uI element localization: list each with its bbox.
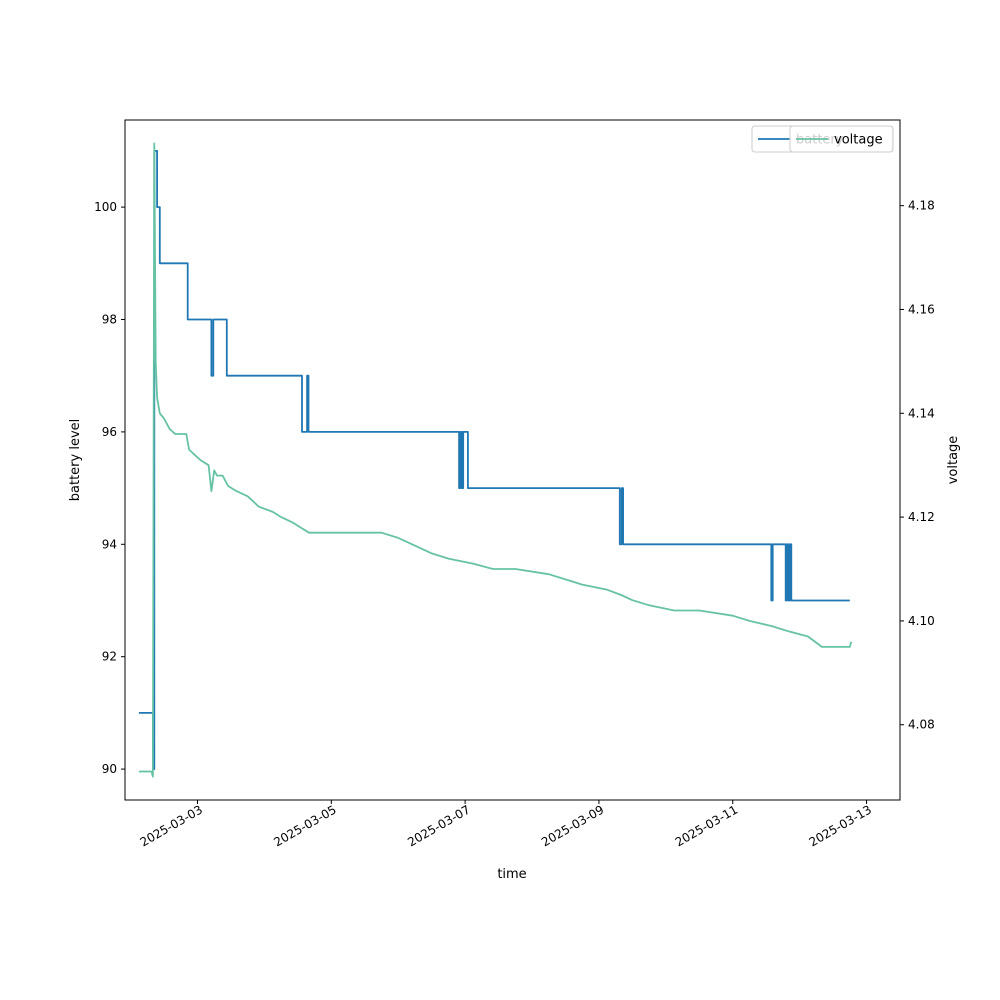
- x-axis-label: time: [497, 867, 526, 882]
- left-y-tick-label: 100: [94, 200, 117, 214]
- legends: batteryvoltage: [751, 125, 894, 153]
- right-y-tick-label: 4.08: [908, 718, 935, 732]
- legend-label-voltage: voltage: [834, 133, 883, 148]
- right-y-axis: 4.08 4.10 4.12 4.14 4.16 4.18: [900, 199, 935, 732]
- left-y-axis: 90 92 94 96 98 100: [94, 200, 125, 776]
- left-y-tick-label: 98: [102, 313, 117, 327]
- series-line-voltage: [138, 142, 853, 778]
- series-line-battery: [138, 150, 850, 770]
- legend-box-voltage: [789, 125, 894, 153]
- right-y-tick-label: 4.12: [908, 510, 935, 524]
- right-y-tick-label: 4.16: [908, 302, 935, 316]
- right-y-tick-label: 4.10: [908, 614, 935, 628]
- left-y-tick-label: 90: [102, 762, 117, 776]
- right-y-axis-label: voltage: [946, 436, 961, 485]
- left-y-tick-label: 92: [102, 650, 117, 664]
- left-y-axis-label: battery level: [68, 419, 83, 502]
- left-y-tick-label: 94: [102, 537, 117, 551]
- right-y-tick-label: 4.14: [908, 406, 935, 420]
- left-y-tick-label: 96: [102, 425, 117, 439]
- right-y-tick-label: 4.18: [908, 199, 935, 213]
- axes-frame: [124, 119, 901, 801]
- plot-area: [138, 142, 853, 778]
